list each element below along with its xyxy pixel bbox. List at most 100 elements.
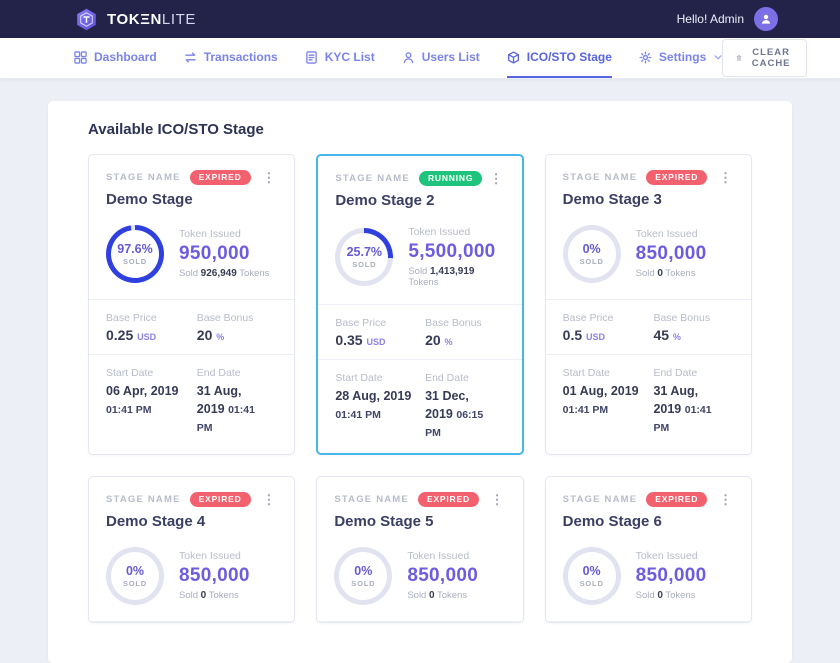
brand-text: TOKΞNLITE: [107, 10, 196, 28]
sold-caps-label: SOLD: [352, 259, 377, 269]
token-issued-label: Token Issued: [635, 228, 698, 240]
kebab-menu-icon[interactable]: ⋮: [262, 169, 276, 185]
start-date-label: Start Date: [335, 371, 383, 384]
base-bonus-label: Base Bonus: [653, 311, 711, 324]
token-issued-value: 850,000: [179, 565, 250, 587]
sold-caps-label: SOLD: [122, 578, 148, 588]
kebab-menu-icon[interactable]: ⋮: [262, 491, 276, 507]
avatar[interactable]: [754, 7, 778, 31]
sold-percent-value: 0%: [582, 241, 601, 256]
stage-name-label: STAGE NAME: [106, 493, 181, 505]
end-date-value: 31 Aug, 2019 01:41 PM: [196, 383, 255, 434]
stage-card: STAGE NAME EXPIRED ⋮ Demo Stage 4 0% SOL…: [88, 476, 296, 623]
status-badge: EXPIRED: [189, 170, 251, 185]
page-title: Available ICO/STO Stage: [88, 121, 264, 138]
usd-unit: USD: [137, 331, 157, 342]
token-section: 0% SOLD Token Issued 850,000 Sold 0 Toke…: [545, 219, 751, 300]
card-header: STAGE NAME EXPIRED ⋮ Demo Stage 4: [89, 477, 294, 541]
stage-card: STAGE NAME EXPIRED ⋮ Demo Stage 5 0% SOL…: [316, 476, 524, 623]
nav-item-label: Transactions: [203, 50, 278, 64]
greeting-text: Hello! Admin: [676, 12, 744, 26]
card-header: STAGE NAME EXPIRED ⋮ Demo Stage 3: [546, 155, 751, 218]
token-issued-label: Token Issued: [407, 550, 470, 563]
stage-title: Demo Stage 4: [106, 512, 206, 530]
sold-tokens-line: Sold 0 Tokens: [635, 590, 696, 602]
stage-title: Demo Stage 2: [335, 191, 435, 209]
base-price-value: 0.5 USD: [562, 326, 606, 343]
sold-donut-chart: 0% SOLD: [106, 546, 164, 605]
clear-cache-button[interactable]: CLEAR CACHE: [722, 39, 808, 77]
token-issued-value: 950,000: [179, 243, 250, 264]
brand-hexagon-icon: [77, 8, 96, 30]
sold-caps-label: SOLD: [579, 578, 604, 588]
stage-title: Demo Stage: [106, 190, 193, 208]
kebab-menu-icon[interactable]: ⋮: [490, 491, 504, 507]
token-issued-label: Token Issued: [635, 550, 698, 563]
sold-donut-chart: 0% SOLD: [334, 546, 393, 605]
card-header: STAGE NAME EXPIRED ⋮ Demo Stage 6: [546, 477, 751, 541]
dates-section: Start Date 01 Aug, 2019 01:41 PM End Dat…: [546, 355, 751, 449]
brand-logo[interactable]: TOKΞNLITE: [74, 7, 196, 32]
start-date-value: 01 Aug, 2019 01:41 PM: [562, 383, 639, 416]
nav-item-kyc[interactable]: KYC List: [305, 38, 375, 78]
kebab-menu-icon[interactable]: ⋮: [718, 491, 732, 507]
base-bonus-label: Base Bonus: [425, 316, 482, 329]
token-issued-value: 5,500,000: [408, 240, 496, 262]
nav-item-label: Users List: [421, 50, 480, 64]
sold-tokens-line: Sold 0 Tokens: [407, 590, 468, 602]
nav-item-settings[interactable]: Settings: [639, 38, 722, 78]
nav-item-users[interactable]: Users List: [402, 38, 480, 78]
end-date-label: End Date: [653, 366, 698, 379]
stage-title: Demo Stage 3: [562, 190, 662, 208]
nav-item-label: KYC List: [324, 50, 375, 64]
end-date-label: End Date: [196, 366, 241, 379]
price-section: Base Price 0.35 USD Base Bonus 20 %: [318, 305, 522, 360]
end-date-value: 31 Dec, 2019 06:15 PM: [425, 388, 484, 439]
stage-name-label: STAGE NAME: [335, 172, 410, 184]
percent-unit: %: [672, 331, 681, 342]
kebab-menu-icon[interactable]: ⋮: [489, 170, 503, 186]
stage-title: Demo Stage 6: [562, 512, 662, 530]
status-badge: RUNNING: [418, 171, 483, 186]
transactions-icon: [184, 51, 197, 64]
token-issued-label: Token Issued: [179, 550, 241, 563]
base-price-label: Base Price: [106, 311, 157, 324]
stage-name-label: STAGE NAME: [334, 493, 409, 505]
start-date-label: Start Date: [562, 366, 610, 379]
start-date-value: 06 Apr, 2019 01:41 PM: [106, 383, 179, 416]
price-section: Base Price 0.25 USD Base Bonus 20 %: [89, 300, 295, 355]
price-section: Base Price 0.5 USD Base Bonus 45 %: [545, 300, 751, 355]
sold-caps-label: SOLD: [122, 256, 148, 266]
settings-gear-icon: [639, 50, 652, 64]
content-panel: Available ICO/STO Stage STAGE NAME EXPIR…: [48, 101, 792, 663]
token-section: 25.7% SOLD Token Issued 5,500,000 Sold 1…: [318, 220, 522, 305]
dashboard-icon: [74, 50, 87, 64]
user-icon: [761, 14, 771, 24]
dates-section: Start Date 28 Aug, 2019 01:41 PM End Dat…: [318, 360, 521, 454]
sold-donut-chart: 25.7% SOLD: [335, 227, 394, 286]
stage-cards-grid: STAGE NAME EXPIRED ⋮ Demo Stage 97.6% SO…: [88, 154, 752, 623]
usd-unit: USD: [586, 331, 606, 342]
nav-item-dashboard[interactable]: Dashboard: [74, 38, 157, 78]
nav-item-transactions[interactable]: Transactions: [184, 38, 278, 78]
token-section: 0% SOLD Token Issued 850,000 Sold 0 Toke…: [317, 541, 523, 622]
base-bonus-value: 20 %: [425, 331, 453, 348]
nav-item-stage[interactable]: ICO/STO Stage: [506, 38, 612, 78]
base-bonus-value: 45 %: [653, 326, 681, 343]
base-price-value: 0.35 USD: [335, 331, 386, 348]
token-issued-value: 850,000: [635, 565, 707, 587]
end-date-label: End Date: [425, 371, 469, 384]
token-issued-label: Token Issued: [179, 228, 241, 240]
card-header: STAGE NAME EXPIRED ⋮ Demo Stage: [89, 155, 294, 218]
topbar: TOKΞNLITE Hello! Admin: [0, 0, 840, 38]
stage-name-label: STAGE NAME: [106, 171, 181, 183]
stage-card: STAGE NAME RUNNING ⋮ Demo Stage 2 25.7% …: [316, 154, 524, 456]
page-content: Available ICO/STO Stage STAGE NAME EXPIR…: [0, 101, 840, 663]
stage-title: Demo Stage 5: [334, 512, 434, 530]
kebab-menu-icon[interactable]: ⋮: [718, 169, 732, 185]
nav-items: Dashboard Transactions KYC List Users List I…: [74, 38, 722, 78]
base-price-label: Base Price: [335, 316, 387, 329]
sold-donut-chart: 0% SOLD: [562, 224, 621, 283]
users-list-icon: [402, 51, 415, 64]
status-badge: EXPIRED: [189, 492, 251, 507]
